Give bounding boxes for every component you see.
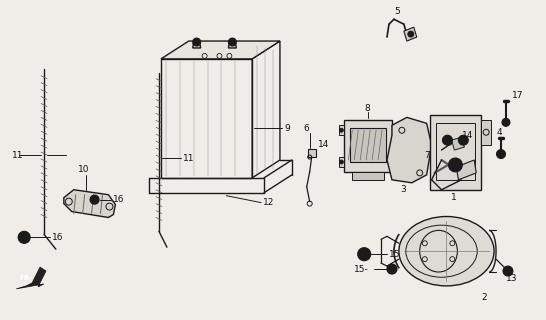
Polygon shape — [456, 160, 476, 180]
Text: 11: 11 — [12, 150, 24, 160]
Bar — [194, 48, 200, 53]
Text: 14: 14 — [462, 131, 474, 140]
Circle shape — [340, 160, 343, 164]
Text: 13: 13 — [506, 275, 518, 284]
Circle shape — [496, 149, 506, 158]
Polygon shape — [340, 125, 345, 135]
Polygon shape — [308, 149, 316, 157]
Ellipse shape — [399, 217, 494, 286]
Circle shape — [387, 264, 397, 274]
Circle shape — [193, 38, 200, 46]
Circle shape — [448, 158, 462, 172]
Circle shape — [442, 135, 453, 145]
Text: 16: 16 — [52, 233, 63, 242]
Circle shape — [503, 266, 513, 276]
Circle shape — [408, 31, 414, 37]
Text: 10: 10 — [78, 165, 89, 174]
Polygon shape — [352, 172, 384, 180]
Text: 17: 17 — [512, 91, 524, 100]
Text: 14: 14 — [318, 140, 329, 148]
Text: FR·: FR· — [20, 275, 33, 281]
Polygon shape — [404, 27, 417, 41]
Circle shape — [90, 195, 99, 204]
Text: 16: 16 — [114, 195, 125, 204]
Circle shape — [459, 135, 468, 145]
Text: 4: 4 — [496, 128, 502, 137]
Text: 5: 5 — [394, 7, 400, 16]
Circle shape — [448, 141, 452, 145]
Polygon shape — [64, 190, 115, 218]
Circle shape — [228, 38, 236, 46]
Circle shape — [358, 248, 371, 260]
Text: 9: 9 — [284, 124, 290, 133]
Text: 8: 8 — [364, 104, 370, 113]
Text: 15-: 15- — [354, 265, 369, 274]
Polygon shape — [351, 128, 386, 162]
Circle shape — [18, 231, 30, 243]
Circle shape — [340, 128, 343, 132]
Text: 11: 11 — [183, 154, 194, 163]
Text: 3: 3 — [400, 185, 406, 194]
Polygon shape — [481, 120, 491, 145]
Text: 15: 15 — [389, 250, 400, 259]
Text: 1: 1 — [450, 193, 456, 202]
Polygon shape — [161, 41, 280, 59]
Text: 6: 6 — [304, 124, 310, 133]
Polygon shape — [387, 117, 431, 183]
Circle shape — [502, 118, 510, 126]
Polygon shape — [345, 120, 392, 172]
Polygon shape — [430, 116, 481, 190]
Polygon shape — [452, 137, 464, 150]
Text: 2: 2 — [482, 293, 487, 302]
Text: 7: 7 — [425, 150, 430, 160]
Polygon shape — [16, 267, 46, 289]
Polygon shape — [193, 42, 200, 48]
Polygon shape — [228, 42, 236, 48]
Text: 12: 12 — [263, 198, 275, 207]
Polygon shape — [340, 157, 345, 167]
